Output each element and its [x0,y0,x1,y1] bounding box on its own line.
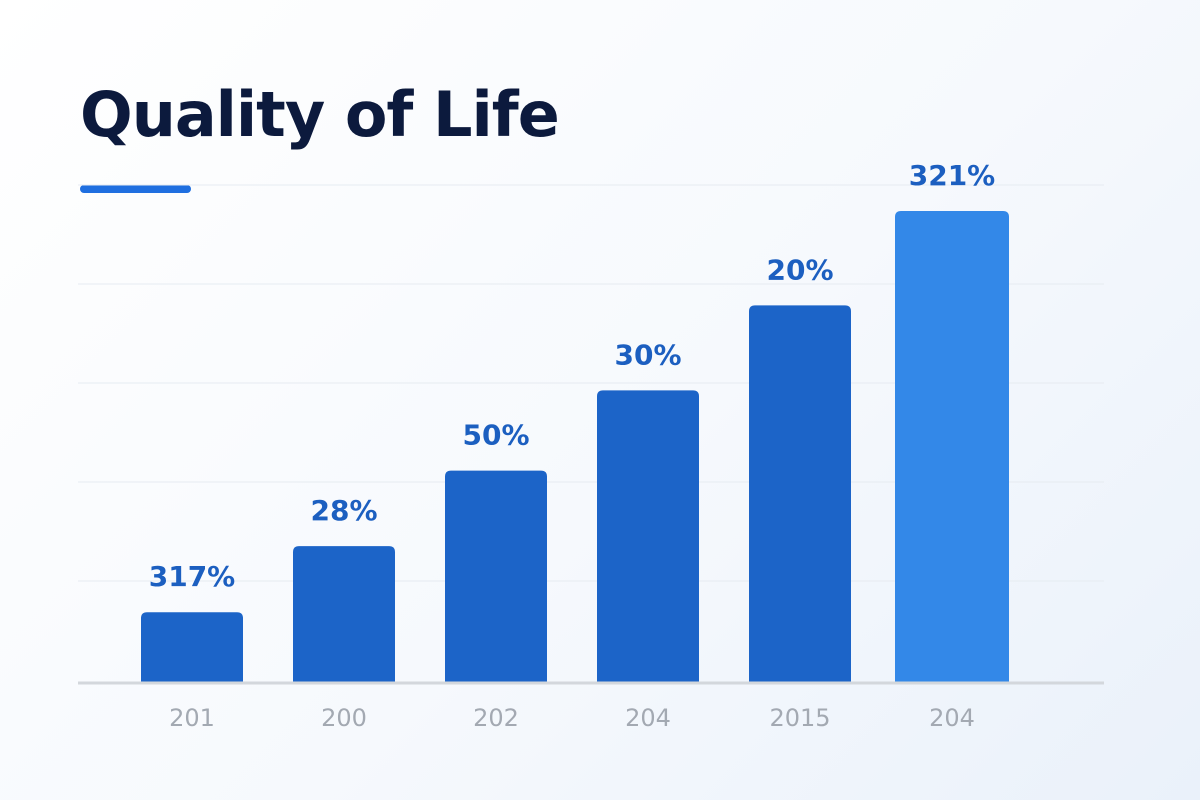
x-tick-label-1: 201 [169,704,215,732]
bars [141,211,1009,683]
data-label-2: 28% [310,494,377,527]
data-label-4: 30% [614,338,681,371]
bar-6 [895,211,1009,683]
data-labels: 317% 28% 50% 30% 20% 321% [149,159,996,593]
x-tick-label-4: 204 [625,704,671,732]
chart-title: Quality of Life [80,78,560,151]
bar-5 [749,305,851,683]
bar-2 [293,546,395,683]
data-label-5: 20% [766,253,833,286]
x-tick-labels: 201 200 202 204 2015 204 [169,704,975,732]
x-tick-label-2: 200 [321,704,367,732]
x-tick-label-3: 202 [473,704,519,732]
data-label-1: 317% [149,560,236,593]
bar-1 [141,612,243,683]
x-tick-label-6: 204 [929,704,975,732]
data-label-3: 50% [462,419,529,452]
bar-3 [445,470,547,683]
x-tick-label-5: 2015 [769,704,830,732]
bar-4 [597,390,699,683]
title-underline [80,185,191,193]
data-label-6: 321% [909,159,996,192]
